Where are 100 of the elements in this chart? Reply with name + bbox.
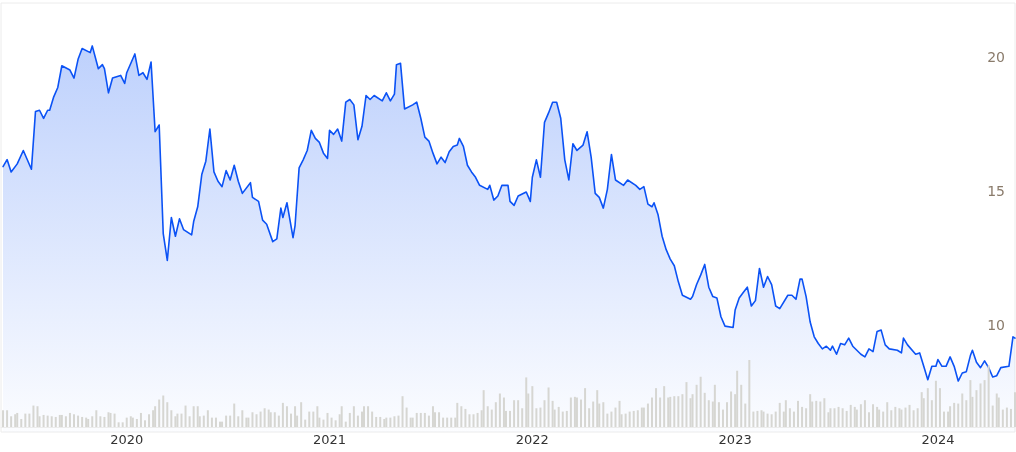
bar — [431, 406, 434, 427]
bar — [997, 397, 1000, 427]
bar — [225, 415, 228, 427]
bar — [214, 417, 217, 427]
bar — [202, 415, 205, 427]
bar — [1005, 407, 1008, 427]
bar — [494, 402, 497, 427]
bar — [81, 416, 84, 427]
bar — [415, 412, 418, 427]
bar — [125, 417, 128, 427]
bar — [748, 360, 751, 427]
bar — [143, 420, 146, 427]
bar — [73, 414, 76, 427]
bar — [502, 397, 505, 427]
x-tick-label: 2021 — [312, 432, 347, 447]
bar — [241, 410, 244, 427]
bar — [713, 384, 716, 427]
y-tick-label: 20 — [987, 48, 1005, 65]
bar — [513, 400, 516, 427]
bar — [446, 417, 449, 427]
bar — [304, 419, 307, 427]
bar — [878, 409, 881, 427]
bar — [596, 390, 599, 427]
bar — [707, 400, 710, 427]
x-tick-label: 2020 — [110, 432, 144, 447]
bar — [987, 365, 990, 427]
bar — [2, 410, 5, 427]
bar — [547, 387, 550, 427]
bar — [934, 380, 937, 427]
bar — [930, 400, 933, 427]
bar — [949, 406, 952, 427]
bar — [561, 411, 564, 427]
bar — [154, 406, 157, 427]
bar — [531, 386, 534, 427]
bar — [995, 393, 998, 427]
bar — [277, 415, 280, 427]
bar — [1014, 392, 1016, 427]
bar — [569, 397, 572, 427]
bar — [285, 406, 288, 427]
bar — [438, 412, 441, 427]
bar — [957, 403, 960, 427]
bar — [801, 406, 804, 427]
bar — [886, 402, 889, 427]
bar — [371, 411, 374, 427]
bar — [294, 406, 297, 427]
bar — [650, 397, 653, 427]
bar — [340, 406, 343, 427]
bar — [659, 397, 662, 427]
bar — [401, 396, 404, 427]
bar — [726, 402, 729, 427]
bar — [872, 404, 875, 427]
bar — [10, 416, 13, 427]
bar — [778, 402, 781, 427]
y-tick-label: 15 — [987, 182, 1005, 199]
bar — [521, 408, 524, 427]
bar — [450, 417, 453, 427]
bar — [788, 408, 791, 427]
bar — [326, 412, 329, 427]
bar — [663, 386, 666, 427]
bar — [809, 394, 812, 427]
bar — [509, 410, 512, 427]
bar — [184, 405, 187, 427]
bar — [853, 406, 856, 427]
x-tick-label: 2022 — [515, 432, 549, 447]
x-tick-label: 2024 — [921, 432, 955, 447]
bar — [498, 393, 501, 427]
bar — [882, 411, 885, 427]
bar — [1001, 409, 1004, 427]
bar — [139, 412, 142, 427]
bar — [943, 411, 946, 427]
x-tick-label: 2023 — [718, 432, 752, 447]
bar — [580, 399, 583, 427]
bar — [482, 390, 485, 427]
bar — [797, 400, 799, 427]
bar — [233, 403, 236, 427]
bar — [740, 384, 743, 427]
bar — [863, 400, 866, 427]
bar — [584, 388, 587, 427]
bar — [442, 417, 445, 427]
bar — [363, 406, 366, 427]
bar — [784, 400, 787, 427]
bar — [805, 408, 808, 427]
bar — [54, 416, 57, 427]
bar — [152, 410, 155, 427]
bar — [158, 399, 161, 427]
bar — [1009, 408, 1012, 427]
bar — [517, 400, 520, 427]
bar — [95, 410, 98, 427]
bar — [206, 410, 209, 427]
bar — [592, 401, 595, 427]
bar — [855, 409, 858, 427]
bar — [525, 377, 528, 427]
bar — [210, 417, 213, 427]
bar — [344, 421, 347, 427]
bar — [730, 391, 733, 427]
bar — [379, 416, 382, 427]
bar — [655, 388, 658, 427]
bar — [602, 402, 605, 427]
bar — [423, 412, 426, 427]
bar — [717, 402, 720, 427]
